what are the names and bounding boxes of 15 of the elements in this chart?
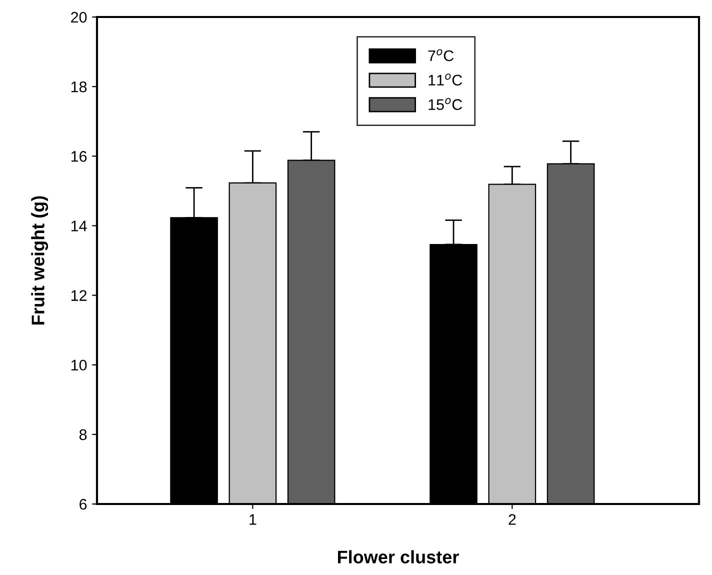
x-axis-title: Flower cluster [338,550,459,564]
y-tick-label: 16 [71,151,87,162]
y-tick-label: 12 [71,290,87,301]
y-tick-label: 8 [79,429,87,440]
y-axis-title: Fruit weight (g) [31,196,48,324]
y-tick-label: 10 [71,360,87,371]
x-tick-label: 2 [508,514,516,525]
y-tick-label: 18 [71,81,87,92]
y-tick-label: 6 [80,498,87,510]
legend-label: 7$^{o}$C [428,49,454,62]
x-tick-label: 1 [250,514,256,525]
y-tick-label: 20 [71,12,87,23]
legend-label: 11$^{o}$C [428,74,462,86]
y-tick-label: 14 [71,220,87,232]
legend-label: 15$^{o}$C [428,98,462,110]
